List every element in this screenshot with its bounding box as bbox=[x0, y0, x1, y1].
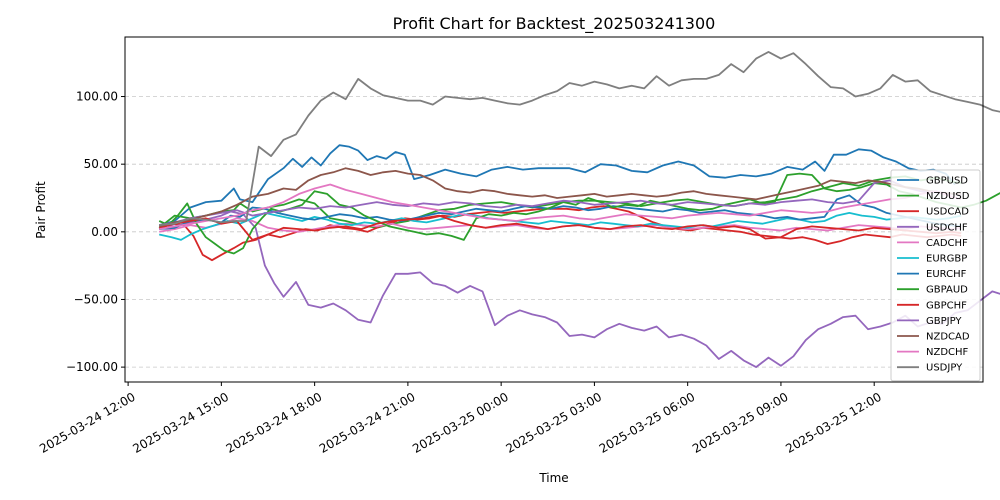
y-tick-label: 100.00 bbox=[76, 90, 118, 104]
legend-label: USDCHF bbox=[926, 222, 968, 233]
y-axis: −100.00 −50.00 0.00 50.00 100.00 bbox=[66, 90, 125, 374]
series-lines bbox=[158, 51, 1000, 369]
legend-label: GBPUSD bbox=[926, 176, 968, 187]
series-line-usdchf bbox=[159, 210, 1000, 369]
y-tick-label: −100.00 bbox=[66, 360, 118, 374]
legend-label: EURCHF bbox=[926, 269, 967, 280]
legend-label: GBPJPY bbox=[926, 316, 962, 327]
series-line-nzdcad bbox=[158, 167, 962, 228]
legend-label: GBPCHF bbox=[926, 300, 967, 311]
series-line-gbpusd bbox=[158, 144, 956, 226]
legend-label: USDJPY bbox=[926, 363, 963, 374]
legend-label: USDCAD bbox=[926, 207, 969, 218]
legend-box bbox=[890, 169, 981, 382]
chart-title: Profit Chart for Backtest_202503241300 bbox=[393, 14, 716, 34]
grid-lines bbox=[125, 96, 983, 368]
legend-label: NZDCHF bbox=[926, 347, 969, 358]
x-axis-label: Time bbox=[538, 471, 568, 485]
series-line-gbpjpy bbox=[159, 179, 962, 226]
y-tick-label: 50.00 bbox=[84, 157, 118, 171]
legend: GBPUSD NZDUSD USDCAD USDCHF CADCHF EURGBP EURC… bbox=[890, 169, 981, 382]
series-line-eurgbp bbox=[159, 211, 962, 241]
y-tick-label: −50.00 bbox=[74, 292, 118, 306]
legend-label: NZDCAD bbox=[926, 332, 970, 343]
series-line-gbpchf bbox=[158, 214, 962, 241]
series-line-nzdchf bbox=[159, 183, 962, 230]
legend-label: CADCHF bbox=[926, 238, 968, 249]
y-tick-label: 0.00 bbox=[91, 225, 118, 239]
y-axis-label: Pair Profit bbox=[34, 181, 48, 239]
legend-label: GBPAUD bbox=[926, 285, 968, 296]
series-line-gbpaud bbox=[158, 172, 1000, 255]
legend-label: NZDUSD bbox=[926, 191, 970, 202]
series-line-nzdusd bbox=[158, 175, 962, 229]
legend-label: EURGBP bbox=[926, 254, 967, 265]
series-line-usdjpy bbox=[159, 51, 1000, 226]
plot-area bbox=[124, 36, 984, 383]
